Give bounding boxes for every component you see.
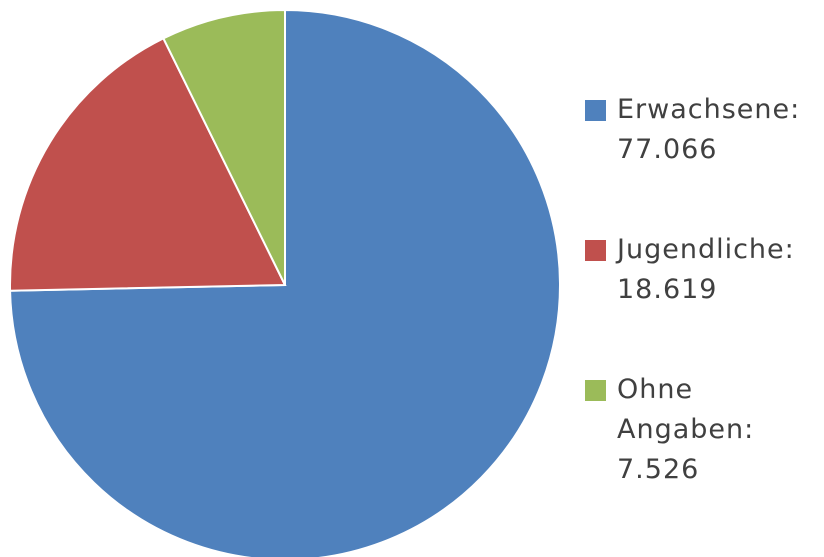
legend-value: 18.619: [617, 274, 718, 305]
pie-slice: [162, 8, 286, 286]
legend-text: Jugendliche: 18.619: [617, 230, 807, 310]
legend-swatch: [585, 380, 606, 401]
pie-slice: [9, 37, 287, 292]
legend-item: Jugendliche: 18.619: [585, 230, 810, 310]
pie-slice: [9, 8, 561, 557]
legend-value: 77.066: [617, 134, 718, 165]
legend-text: Erwachsene: 77.066: [617, 90, 807, 170]
legend-item: Erwachsene: 77.066: [585, 90, 810, 170]
legend-value: 7.526: [617, 454, 700, 485]
legend-text: Ohne Angaben: 7.526: [617, 370, 807, 490]
legend-swatch: [585, 100, 606, 121]
legend-label: Ohne Angaben:: [617, 374, 755, 445]
legend-label: Jugendliche:: [617, 234, 795, 265]
legend-item: Ohne Angaben: 7.526: [585, 370, 810, 490]
legend-label: Erwachsene:: [617, 94, 801, 125]
legend-swatch: [585, 240, 606, 261]
